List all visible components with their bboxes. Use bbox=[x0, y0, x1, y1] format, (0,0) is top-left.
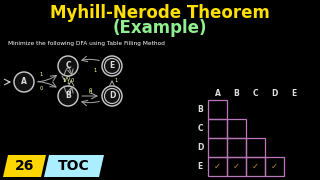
Circle shape bbox=[58, 56, 78, 76]
Bar bbox=[227, 157, 246, 176]
Text: Myhill-Nerode Theorem: Myhill-Nerode Theorem bbox=[50, 4, 270, 22]
Text: ✓: ✓ bbox=[271, 162, 278, 171]
Bar bbox=[227, 138, 246, 157]
Bar bbox=[246, 157, 265, 176]
Text: B: B bbox=[234, 89, 239, 98]
Bar bbox=[208, 138, 227, 157]
Text: 1: 1 bbox=[39, 71, 43, 76]
Text: 0: 0 bbox=[88, 89, 92, 94]
Circle shape bbox=[14, 72, 34, 92]
Text: C: C bbox=[253, 89, 258, 98]
Text: Minimize the following DFA using Table Filling Method: Minimize the following DFA using Table F… bbox=[8, 42, 165, 46]
Text: E: E bbox=[109, 62, 115, 71]
Text: B: B bbox=[65, 91, 71, 100]
Text: (Example): (Example) bbox=[113, 19, 207, 37]
Text: 26: 26 bbox=[15, 159, 34, 173]
Bar bbox=[265, 157, 284, 176]
Bar bbox=[208, 100, 227, 119]
Text: E: E bbox=[291, 89, 296, 98]
Circle shape bbox=[58, 86, 78, 106]
Text: B: B bbox=[197, 105, 203, 114]
Text: ✓: ✓ bbox=[233, 162, 240, 171]
Text: 1: 1 bbox=[66, 80, 70, 86]
Polygon shape bbox=[3, 155, 46, 177]
Text: A: A bbox=[21, 78, 27, 87]
Text: D: D bbox=[109, 91, 115, 100]
Text: 1: 1 bbox=[114, 78, 118, 84]
Text: 0: 0 bbox=[66, 76, 70, 82]
Text: ✓: ✓ bbox=[214, 162, 221, 171]
Text: ✓: ✓ bbox=[252, 162, 259, 171]
Circle shape bbox=[102, 56, 122, 76]
Text: 0: 0 bbox=[88, 89, 92, 93]
Text: 0: 0 bbox=[70, 78, 74, 84]
Text: TOC: TOC bbox=[58, 159, 90, 173]
Bar bbox=[227, 119, 246, 138]
Bar bbox=[208, 157, 227, 176]
Text: A: A bbox=[215, 89, 220, 98]
Text: 1: 1 bbox=[62, 78, 66, 84]
Text: C: C bbox=[65, 62, 71, 71]
Circle shape bbox=[102, 86, 122, 106]
Text: C: C bbox=[197, 124, 203, 133]
Text: D: D bbox=[271, 89, 278, 98]
Text: 1: 1 bbox=[93, 69, 97, 73]
Text: 0: 0 bbox=[39, 87, 43, 91]
Bar bbox=[208, 119, 227, 138]
Polygon shape bbox=[44, 155, 104, 177]
Bar bbox=[246, 138, 265, 157]
Text: E: E bbox=[197, 162, 203, 171]
Text: D: D bbox=[197, 143, 203, 152]
